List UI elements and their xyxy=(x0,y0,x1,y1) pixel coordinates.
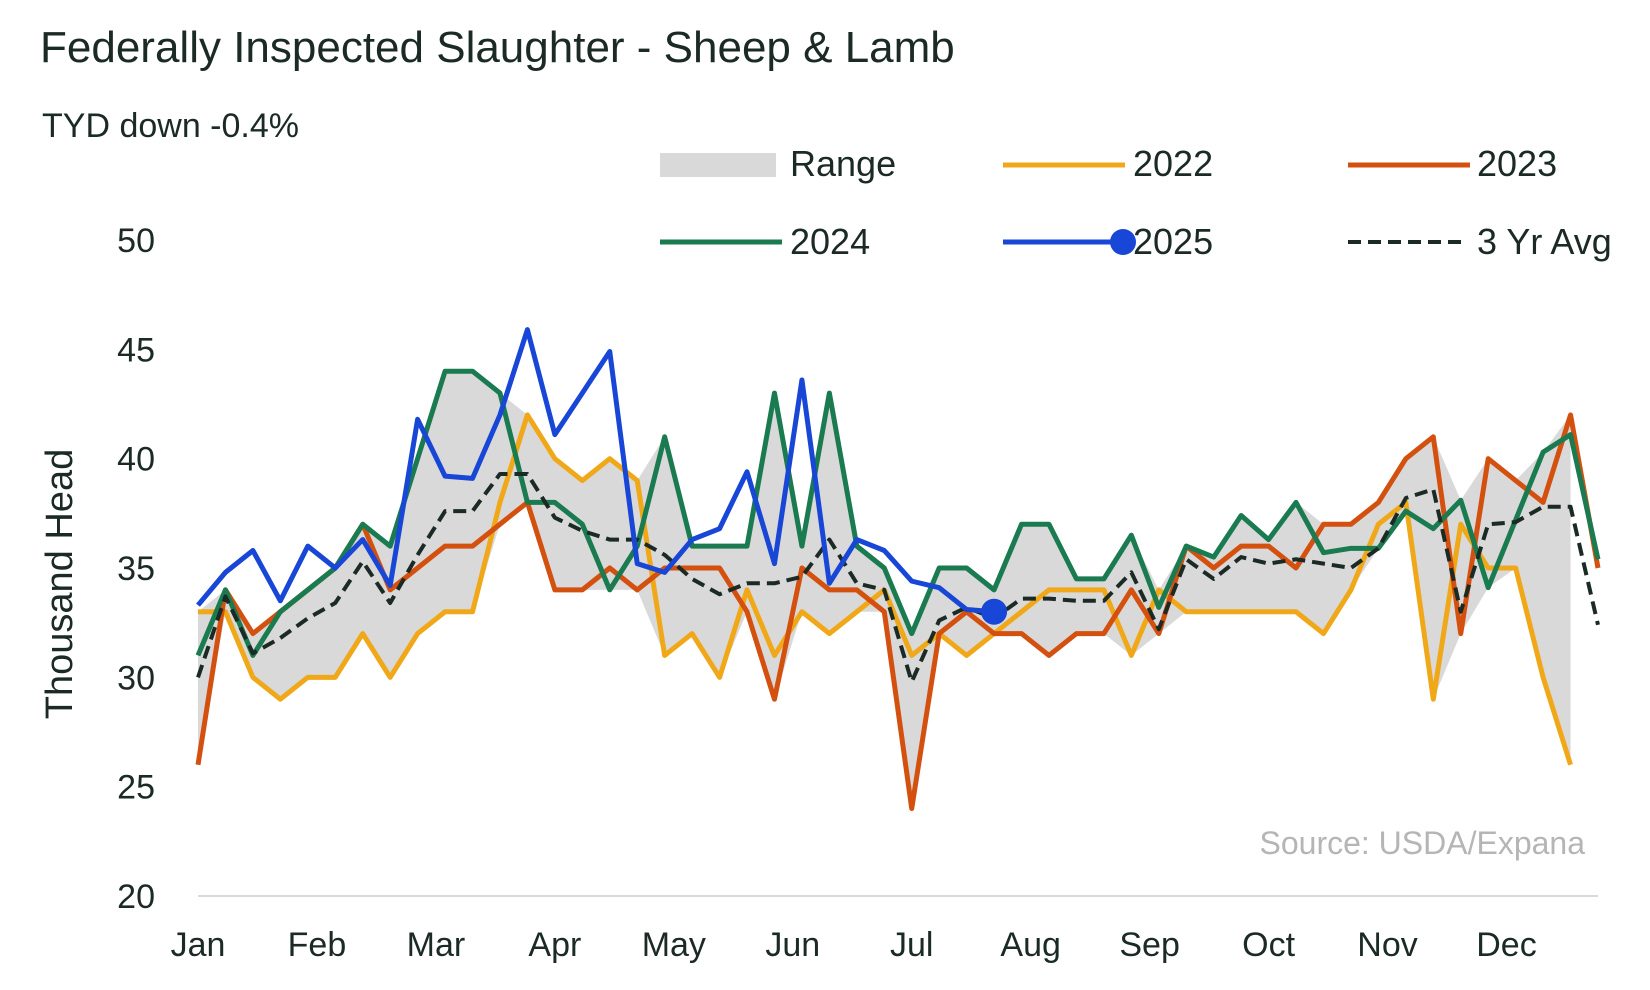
legend-item-2025: 2025 xyxy=(1003,221,1213,262)
legend-label-2024: 2024 xyxy=(790,221,870,262)
y-tick-label: 20 xyxy=(117,878,155,916)
legend-item-2023: 2023 xyxy=(1348,143,1557,184)
legend-swatch-range xyxy=(660,153,776,177)
latest-point-2025 xyxy=(981,598,1008,625)
x-tick-label: Sep xyxy=(1119,926,1180,964)
x-tick-label: Nov xyxy=(1357,926,1417,964)
series-line-2024 xyxy=(195,368,1601,658)
y-tick-label: 25 xyxy=(117,769,155,807)
y-axis-label: Thousand Head xyxy=(39,449,81,719)
legend-label-2022: 2022 xyxy=(1133,143,1213,184)
legend-label-2025: 2025 xyxy=(1133,221,1213,262)
legend-item-2022: 2022 xyxy=(1003,143,1213,184)
y-tick-label: 30 xyxy=(117,659,155,697)
series-line-2025 xyxy=(196,327,995,615)
y-tick-label: 35 xyxy=(117,550,155,588)
legend-item-range: Range xyxy=(660,143,896,184)
x-tick-label: Dec xyxy=(1476,926,1536,964)
x-tick-label: Feb xyxy=(288,926,347,964)
x-tick-label: Jan xyxy=(171,926,226,964)
series-line-2023 xyxy=(195,412,1601,812)
legend-label-range: Range xyxy=(790,143,896,184)
y-axis-ticks: 20 25 30 35 40 45 50 xyxy=(117,222,155,916)
y-tick-label: 40 xyxy=(117,441,155,479)
x-tick-label: Jun xyxy=(765,926,820,964)
legend: Range 2022 2023 2024 2025 3 Yr Avg xyxy=(660,143,1612,262)
y-tick-label: 45 xyxy=(117,331,155,369)
x-tick-label: May xyxy=(642,926,706,964)
x-tick-label: Jul xyxy=(890,926,933,964)
legend-label-3yr-avg: 3 Yr Avg xyxy=(1477,221,1612,262)
x-tick-label: Apr xyxy=(528,926,581,964)
chart-title: Federally Inspected Slaughter - Sheep & … xyxy=(40,23,955,72)
y-tick-label: 50 xyxy=(117,222,155,260)
x-tick-label: Aug xyxy=(1000,926,1061,964)
x-axis-ticks: Jan Feb Mar Apr May Jun Jul Aug Sep Oct Nov Dec xyxy=(171,926,1537,964)
legend-item-3yr-avg: 3 Yr Avg xyxy=(1348,221,1612,262)
source-note: Source: USDA/Expana xyxy=(1260,825,1586,861)
plot-area xyxy=(195,327,1601,897)
x-tick-label: Oct xyxy=(1242,926,1295,964)
legend-marker-2025 xyxy=(1110,229,1136,255)
x-tick-label: Mar xyxy=(407,926,466,964)
series-line-3-yr-avg xyxy=(196,471,1600,684)
legend-item-2024: 2024 xyxy=(660,221,870,262)
legend-label-2023: 2023 xyxy=(1477,143,1557,184)
chart-subtitle: TYD down -0.4% xyxy=(42,107,299,145)
